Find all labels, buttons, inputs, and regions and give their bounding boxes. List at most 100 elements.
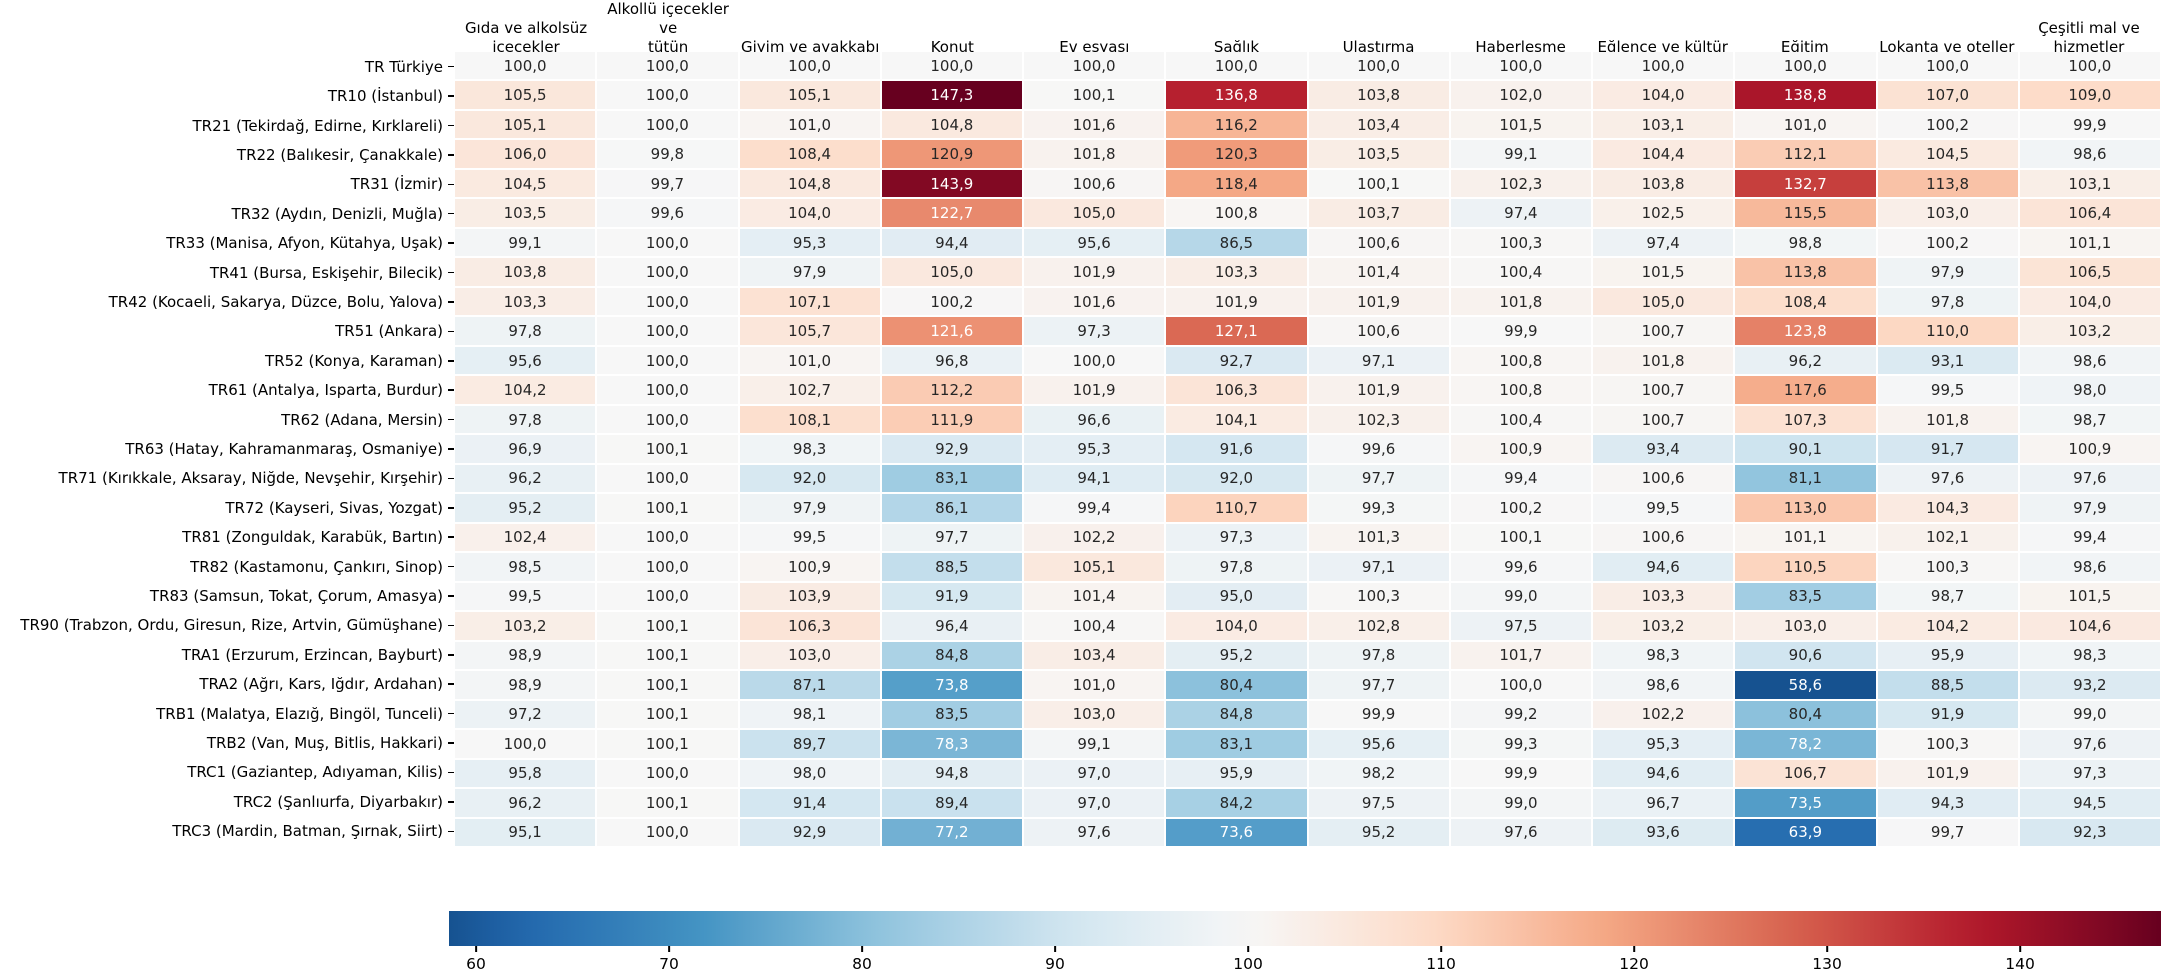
heatmap-cell: 105,7 (739, 317, 880, 345)
axis-tick (448, 477, 454, 480)
colorbar-tick-label: 80 (852, 955, 872, 973)
axis-tick (448, 536, 454, 538)
heatmap-cell: 105,5 (455, 81, 596, 109)
heatmap-cell: 103,2 (2019, 317, 2160, 345)
colorbar-tick-labels: 60 70 80 90 100 110 120 130 140 (449, 946, 2161, 978)
heatmap-cell: 99,6 (597, 199, 738, 227)
axis-tick (448, 830, 454, 833)
row-label-text: TR52 (Konya, Karaman) (265, 351, 443, 370)
heatmap-cell: 108,4 (739, 140, 880, 168)
heatmap-cell: 97,5 (1308, 789, 1449, 817)
heatmap-cell: 97,8 (455, 317, 596, 345)
heatmap-cell: 107,1 (739, 287, 880, 316)
heatmap-cell: 104,0 (2019, 287, 2160, 316)
row-label-text: TRB1 (Malatya, Elazığ, Bingöl, Tunceli) (156, 704, 443, 723)
heatmap-cell: 103,8 (1593, 169, 1734, 198)
column-header: Çeşitli mal ve hizmetler (2018, 0, 2160, 67)
heatmap-cell: 97,0 (1024, 789, 1165, 817)
axis-tick (861, 946, 863, 952)
heatmap-cell: 97,3 (1024, 317, 1165, 345)
heatmap-cell: 100,4 (1450, 405, 1591, 434)
heatmap-cell: 97,4 (1593, 228, 1734, 257)
heatmap-cell: 100,0 (597, 464, 738, 493)
heatmap-cell: 99,2 (1450, 700, 1591, 729)
axis-tick (448, 624, 454, 627)
heatmap-cell: 100,6 (1308, 228, 1449, 257)
heatmap-cell: 98,3 (739, 435, 880, 463)
heatmap-cell: 103,1 (1593, 110, 1734, 139)
heatmap-cell: 98,2 (1308, 759, 1449, 788)
heatmap-cell: 80,4 (1735, 700, 1876, 729)
heatmap-cell: 100,1 (597, 700, 738, 729)
axis-tick (448, 330, 454, 333)
heatmap-cell: 100,3 (1450, 228, 1591, 257)
row-label-text: TR41 (Bursa, Eskişehir, Bilecik) (209, 263, 443, 282)
axis-tick (1247, 946, 1249, 952)
heatmap-cell: 99,9 (1308, 700, 1449, 729)
heatmap-cell: 98,6 (2019, 553, 2160, 581)
heatmap-cell: 90,6 (1735, 641, 1876, 670)
heatmap-cell: 100,0 (597, 317, 738, 345)
row-label: TRC1 (Gaziantep, Adıyaman, Kilis) (0, 758, 455, 787)
heatmap-cell: 109,0 (2019, 81, 2160, 109)
heatmap-cell: 103,4 (1308, 110, 1449, 139)
heatmap-cell: 84,8 (881, 641, 1022, 670)
heatmap-cell: 95,9 (1877, 641, 2018, 670)
heatmap-cell: 99,6 (1308, 435, 1449, 463)
heatmap-cell: 101,0 (739, 346, 880, 375)
axis-tick (448, 801, 454, 803)
heatmap-cell: 123,8 (1735, 317, 1876, 345)
heatmap-cell: 104,5 (1877, 140, 2018, 168)
row-label: TR82 (Kastamonu, Çankırı, Sinop) (0, 552, 455, 581)
colorbar-tick: 100 (1233, 946, 1263, 973)
heatmap-cell: 96,8 (881, 346, 1022, 375)
row-label: TRA1 (Erzurum, Erzincan, Bayburt) (0, 640, 455, 669)
heatmap-cell: 94,6 (1593, 553, 1734, 581)
heatmap-cell: 99,4 (1024, 494, 1165, 522)
heatmap-cell: 100,4 (1024, 612, 1165, 640)
axis-tick (448, 712, 454, 715)
heatmap-cell: 97,6 (1024, 818, 1165, 846)
heatmap-cell: 97,3 (2019, 759, 2160, 788)
heatmap-cell: 101,9 (1877, 759, 2018, 788)
heatmap-cell: 113,8 (1735, 258, 1876, 286)
row-label: TRB2 (Van, Muş, Bitlis, Hakkari) (0, 728, 455, 757)
heatmap-cell: 100,0 (1166, 52, 1307, 80)
heatmap-cell: 78,2 (1735, 730, 1876, 758)
heatmap-cell: 90,1 (1735, 435, 1876, 463)
row-label: TRB1 (Malatya, Elazığ, Bingöl, Tunceli) (0, 699, 455, 728)
heatmap-cell: 86,5 (1166, 228, 1307, 257)
heatmap-cell: 99,1 (455, 228, 596, 257)
heatmap-cell: 100,6 (1593, 464, 1734, 493)
axis-tick (448, 771, 454, 774)
heatmap-cell: 101,1 (2019, 228, 2160, 257)
heatmap-cell: 100,0 (2019, 52, 2160, 80)
column-header-label: Giyim ve ayakkabı (741, 37, 880, 56)
heatmap-cell: 86,1 (881, 494, 1022, 522)
axis-tick (448, 65, 454, 68)
heatmap-cell: 100,1 (597, 671, 738, 699)
heatmap-cell: 100,0 (597, 228, 738, 257)
heatmap-cell: 92,9 (739, 818, 880, 846)
row-label: TRC3 (Mardin, Batman, Şırnak, Siirt) (0, 817, 455, 846)
heatmap-cell: 103,3 (455, 287, 596, 316)
heatmap-cell: 95,3 (739, 228, 880, 257)
heatmap-cell: 100,0 (597, 405, 738, 434)
colorbar-tick: 70 (659, 946, 679, 973)
heatmap-cell: 93,4 (1593, 435, 1734, 463)
heatmap-cell: 95,1 (455, 818, 596, 846)
row-label-text: TRC2 (Şanlıurfa, Diyarbakır) (233, 792, 443, 811)
heatmap-cell: 100,1 (597, 789, 738, 817)
heatmap-cell: 98,5 (455, 553, 596, 581)
row-label-text: TR90 (Trabzon, Ordu, Giresun, Rize, Artv… (20, 616, 443, 635)
heatmap-cell: 96,4 (881, 612, 1022, 640)
heatmap-cell: 100,0 (455, 52, 596, 80)
colorbar-tick: 120 (1619, 946, 1649, 973)
heatmap-cell: 106,5 (2019, 258, 2160, 286)
row-label: TR72 (Kayseri, Sivas, Yozgat) (0, 493, 455, 522)
row-label-text: TR72 (Kayseri, Sivas, Yozgat) (225, 498, 443, 517)
axis-tick (448, 124, 454, 127)
heatmap-cell: 101,5 (2019, 582, 2160, 611)
heatmap-cell: 100,0 (1308, 52, 1449, 80)
heatmap-cell: 105,1 (455, 110, 596, 139)
